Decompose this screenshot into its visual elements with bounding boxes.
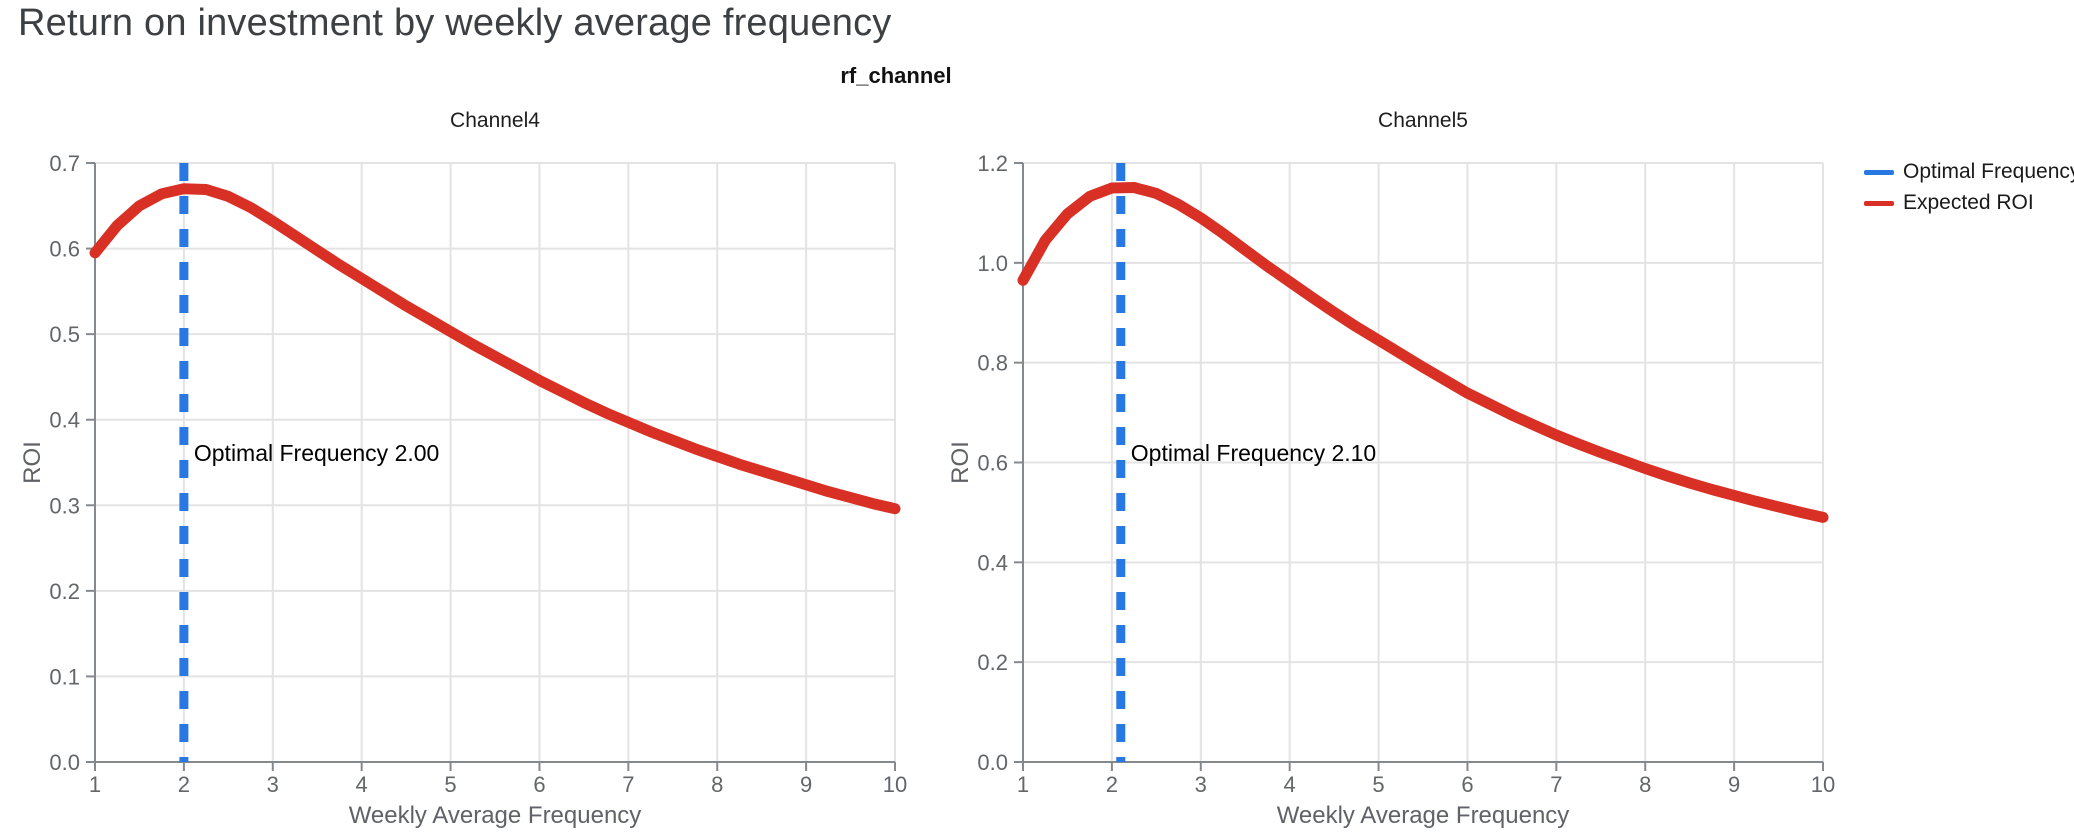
- y-tick-label: 0.5: [49, 322, 80, 347]
- x-tick-label: 6: [1461, 772, 1473, 797]
- y-tick-label: 0.7: [49, 151, 80, 176]
- x-axis-title: Weekly Average Frequency: [1277, 802, 1570, 829]
- x-tick-label: 5: [1372, 772, 1384, 797]
- y-tick-label: 1.2: [977, 151, 1008, 176]
- chart-channel4: 0.0 0.1 0.2 0.3 0.4 0.5 0.6 0.7 1 2 3 4 5 6 7 8 9 10 Optim…: [19, 109, 907, 829]
- chart-title: Channel4: [450, 109, 540, 132]
- y-tick-label: 0.4: [977, 550, 1008, 575]
- x-tick-label: 9: [1728, 772, 1740, 797]
- x-tick-label: 7: [622, 772, 634, 797]
- x-tick-label: 7: [1550, 772, 1562, 797]
- y-tick-label: 0.3: [49, 493, 80, 518]
- y-axis-title: ROI: [947, 441, 974, 484]
- x-tick-label: 4: [356, 772, 368, 797]
- x-tick-label: 8: [1639, 772, 1651, 797]
- legend-item-optimal-frequency[interactable]: Optimal Frequency: [1864, 160, 2074, 184]
- y-tick-label: 0.4: [49, 408, 80, 433]
- x-tick-label: 1: [89, 772, 101, 797]
- x-tick-label: 5: [444, 772, 456, 797]
- x-tick-label: 2: [1106, 772, 1118, 797]
- expected-roi-line-swatch: [1864, 200, 1894, 206]
- x-tick-label: 8: [711, 772, 723, 797]
- expected-roi-curve: [1017, 182, 1829, 523]
- x-tick-label: 1: [1017, 772, 1029, 797]
- x-tick-label: 9: [800, 772, 812, 797]
- x-tick-label: 10: [883, 772, 907, 797]
- legend-label: Expected ROI: [1903, 191, 2034, 214]
- y-tick-label: 0.0: [49, 750, 80, 775]
- x-tick-label: 3: [1195, 772, 1207, 797]
- y-tick-label: 0.6: [49, 237, 80, 262]
- x-tick-label: 3: [267, 772, 279, 797]
- y-tick-label: 0.1: [49, 664, 80, 689]
- legend-label: Optimal Frequency: [1903, 160, 2074, 183]
- legend-item-expected-roi[interactable]: Expected ROI: [1864, 191, 2074, 215]
- x-axis-title: Weekly Average Frequency: [349, 802, 642, 829]
- y-tick-label: 0.0: [977, 750, 1008, 775]
- optimal-frequency-line-swatch: [1864, 169, 1894, 175]
- x-tick-label: 2: [178, 772, 190, 797]
- page-title: Return on investment by weekly average f…: [18, 2, 892, 44]
- y-tick-label: 0.2: [977, 650, 1008, 675]
- y-tick-label: 0.8: [977, 351, 1008, 376]
- figure-suptitle: rf_channel: [840, 63, 952, 88]
- y-axis-title: ROI: [19, 441, 46, 484]
- optimal-frequency-annotation: Optimal Frequency 2.10: [1131, 440, 1376, 466]
- chart-channel5: 0.0 0.2 0.4 0.6 0.8 1.0 1.2 1 2 3 4 5 6 7 8 9 10 Optimal …: [947, 109, 1835, 829]
- optimal-frequency-annotation: Optimal Frequency 2.00: [194, 440, 439, 466]
- y-tick-label: 1.0: [977, 251, 1008, 276]
- expected-roi-curve: [89, 183, 901, 515]
- x-tick-label: 6: [533, 772, 545, 797]
- chart-title: Channel5: [1378, 109, 1468, 132]
- y-tick-label: 0.2: [49, 579, 80, 604]
- x-tick-label: 10: [1811, 772, 1835, 797]
- legend: Optimal Frequency Expected ROI: [1864, 160, 2074, 215]
- x-tick-label: 4: [1284, 772, 1296, 797]
- y-tick-label: 0.6: [977, 451, 1008, 476]
